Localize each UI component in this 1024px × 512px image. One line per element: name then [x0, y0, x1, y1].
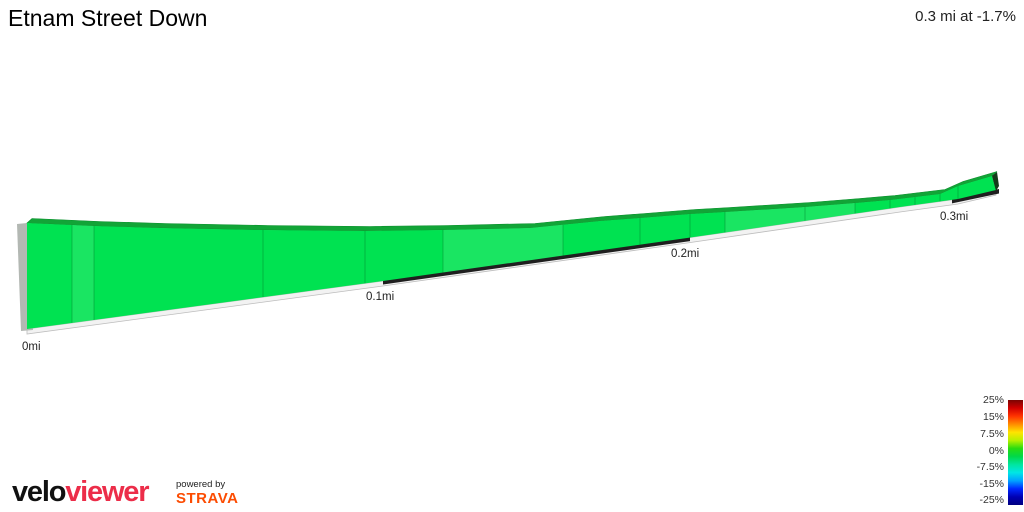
gradient-legend-tick-label: 7.5% [980, 428, 1004, 440]
veloviewer-logo-viewer: viewer [65, 476, 149, 508]
chart-segment-shade [72, 176, 94, 329]
x-axis-tick-label: 0mi [22, 341, 41, 353]
gradient-legend-tick-label: 15% [982, 411, 1004, 423]
chart-baseline-dark-segment [383, 236, 690, 285]
gradient-legend-bar [1008, 400, 1023, 505]
veloviewer-logo-velo: velo [12, 476, 66, 508]
page-title: Etnam Street Down [8, 5, 208, 31]
x-axis-tick-label: 0.2mi [671, 248, 699, 260]
chart-segment-shade [725, 176, 855, 329]
chart-top-face [26, 171, 998, 232]
strava-attribution: powered by STRAVA [176, 479, 238, 507]
powered-by-label: powered by [176, 479, 226, 490]
chart-end-cap [992, 172, 999, 191]
x-axis-tick-label: 0.1mi [366, 291, 394, 303]
chart-front-face [27, 176, 996, 329]
veloviewer-logo: veloviewer [12, 476, 150, 509]
gradient-legend-tick-label: 25% [982, 394, 1004, 406]
segment-summary: 0.3 mi at -1.7% [915, 8, 1016, 25]
strava-logo: STRAVA [176, 490, 239, 507]
gradient-legend-tick-label: -15% [979, 478, 1004, 490]
gradient-legend-tick-label: -7.5% [976, 461, 1004, 473]
gradient-legend-tick-label: 0% [988, 445, 1004, 457]
gradient-legend-tick-label: -25% [979, 494, 1004, 506]
x-axis-tick-label: 0.3mi [940, 211, 968, 223]
chart-baseline-dark-segment [952, 189, 999, 204]
